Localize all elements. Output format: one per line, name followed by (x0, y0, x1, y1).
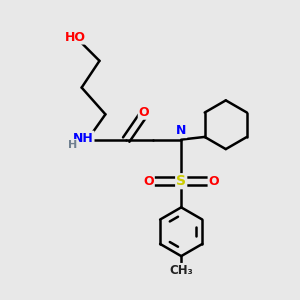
Text: NH: NH (73, 132, 94, 145)
Text: S: S (176, 174, 186, 188)
Text: O: O (143, 175, 154, 188)
Text: HO: HO (65, 31, 86, 44)
Text: CH₃: CH₃ (169, 264, 193, 277)
Text: O: O (139, 106, 149, 119)
Text: H: H (68, 140, 77, 150)
Text: O: O (208, 175, 219, 188)
Text: N: N (176, 124, 186, 137)
